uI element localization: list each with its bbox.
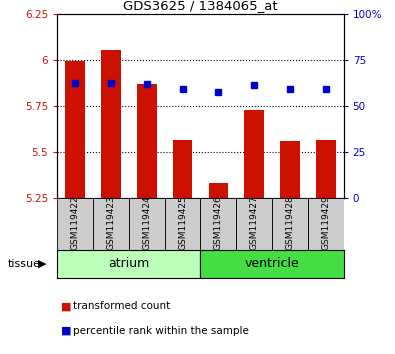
Text: transformed count: transformed count bbox=[73, 301, 170, 311]
Text: GSM119423: GSM119423 bbox=[107, 195, 115, 250]
Text: ■: ■ bbox=[61, 326, 72, 336]
FancyBboxPatch shape bbox=[57, 198, 93, 250]
Text: GSM119427: GSM119427 bbox=[250, 195, 259, 250]
Text: tissue: tissue bbox=[8, 259, 41, 269]
Bar bbox=[137, 84, 156, 198]
Bar bbox=[280, 141, 300, 198]
FancyBboxPatch shape bbox=[272, 198, 308, 250]
FancyBboxPatch shape bbox=[308, 198, 344, 250]
FancyBboxPatch shape bbox=[93, 198, 129, 250]
Text: percentile rank within the sample: percentile rank within the sample bbox=[73, 326, 249, 336]
Bar bbox=[316, 140, 336, 198]
Text: GSM119422: GSM119422 bbox=[71, 195, 80, 250]
FancyBboxPatch shape bbox=[236, 198, 272, 250]
Bar bbox=[173, 140, 192, 198]
Bar bbox=[245, 110, 264, 198]
Text: ■: ■ bbox=[61, 301, 72, 311]
Text: GSM119425: GSM119425 bbox=[178, 195, 187, 250]
Text: ▶: ▶ bbox=[38, 259, 46, 269]
Text: GSM119428: GSM119428 bbox=[286, 195, 294, 250]
Text: GSM119429: GSM119429 bbox=[321, 195, 330, 250]
Bar bbox=[101, 50, 121, 198]
Bar bbox=[209, 183, 228, 198]
FancyBboxPatch shape bbox=[165, 198, 201, 250]
Title: GDS3625 / 1384065_at: GDS3625 / 1384065_at bbox=[123, 0, 278, 12]
Text: GSM119426: GSM119426 bbox=[214, 195, 223, 250]
Text: GSM119424: GSM119424 bbox=[142, 195, 151, 250]
FancyBboxPatch shape bbox=[129, 198, 165, 250]
Text: atrium: atrium bbox=[108, 257, 149, 270]
Bar bbox=[65, 61, 85, 198]
Text: ventricle: ventricle bbox=[245, 257, 299, 270]
FancyBboxPatch shape bbox=[201, 198, 236, 250]
